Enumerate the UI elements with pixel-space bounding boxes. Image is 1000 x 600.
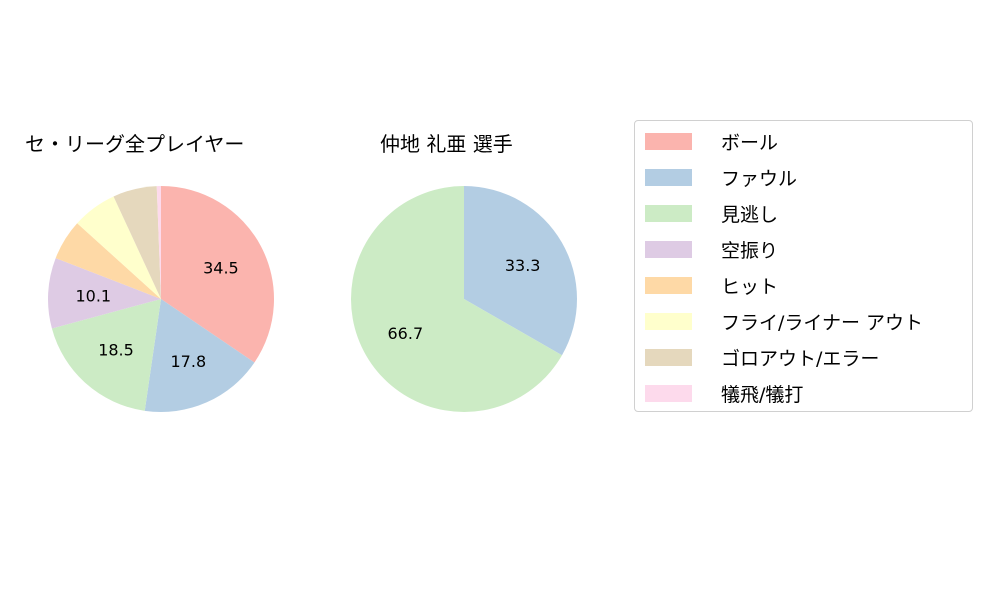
slice-value-label: 10.1 xyxy=(75,286,111,305)
slice-value-label: 33.3 xyxy=(505,256,541,275)
pie-slice xyxy=(144,299,255,412)
legend-swatch xyxy=(645,348,692,366)
pie-slice xyxy=(113,186,161,299)
pie-slice xyxy=(161,186,274,363)
legend-label: フライ/ライナー アウト xyxy=(721,311,924,334)
slice-value-label: 34.5 xyxy=(203,258,239,277)
legend-swatch xyxy=(645,384,692,402)
pie-slice xyxy=(464,186,577,356)
legend-label: ヒット xyxy=(721,275,779,298)
legend-swatch xyxy=(645,240,692,258)
pie-slice xyxy=(351,186,562,412)
league-pie-chart: 34.5 17.8 18.5 10.1 xyxy=(47,186,274,412)
pie-slice xyxy=(47,258,161,329)
legend-item-ball: ボール xyxy=(645,129,779,154)
legend-swatch xyxy=(645,204,692,222)
slice-value-label: 66.7 xyxy=(388,324,424,343)
legend-swatch xyxy=(645,276,692,294)
legend-item-called-strike: 見逃し xyxy=(645,201,779,226)
legend-label: 犠飛/犠打 xyxy=(721,383,804,406)
pie-slice xyxy=(55,223,161,299)
legend-item-foul: ファウル xyxy=(645,165,798,190)
legend-swatch xyxy=(645,168,692,186)
legend-item-hit: ヒット xyxy=(645,273,779,298)
slice-value-label: 18.5 xyxy=(98,341,134,360)
legend-label: ボール xyxy=(721,131,779,154)
slice-value-label: 17.8 xyxy=(171,352,207,371)
right-chart-title: 仲地 礼亜 選手 xyxy=(380,132,513,156)
legend-item-sacrifice: 犠飛/犠打 xyxy=(645,381,804,406)
legend-swatch xyxy=(645,312,692,330)
pie-slice xyxy=(77,196,161,299)
legend-label: 空振り xyxy=(721,239,779,262)
left-chart-title: セ・リーグ全プレイヤー xyxy=(25,132,245,156)
legend-label: 見逃し xyxy=(721,203,779,226)
pie-slice xyxy=(156,186,161,299)
legend-item-swinging-strike: 空振り xyxy=(645,237,779,262)
player-pie-chart: 33.3 66.7 xyxy=(351,186,577,412)
legend-item-fly-liner-out: フライ/ライナー アウト xyxy=(645,309,924,334)
legend-label: ゴロアウト/エラー xyxy=(721,347,880,370)
legend-item-groundout-error: ゴロアウト/エラー xyxy=(645,345,880,370)
legend: ボール ファウル 見逃し 空振り ヒット フライ/ライナー アウト ゴロアウト/… xyxy=(634,120,973,412)
legend-swatch xyxy=(645,132,692,150)
pie-slice xyxy=(51,299,161,411)
legend-label: ファウル xyxy=(721,167,798,190)
